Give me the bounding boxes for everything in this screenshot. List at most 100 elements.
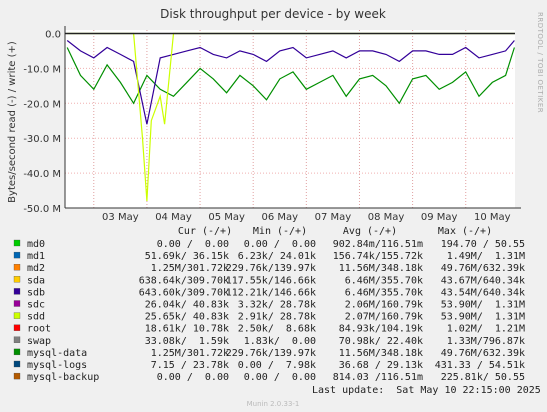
legend-name: root [27,324,51,335]
legend-value: 431.33 / 54.51k [435,360,525,371]
legend-name: md0 [27,239,45,250]
legend-value: 7.15 / 23.78k [151,360,229,371]
legend-value: 1.02M/ 1.21M [447,324,525,335]
y-tick-label: -20.0 M [23,99,61,110]
legend-value: 2.91k/ 28.78k [238,312,316,323]
legend-name: sda [27,275,45,286]
legend-value: 229.76k/139.97k [226,263,316,274]
legend-swatch [13,348,21,356]
legend-value: 902.84m/116.51m [333,239,423,250]
legend-swatch [13,372,21,380]
legend-value: 1.25M/301.72k [151,263,229,274]
legend-value: 36.68 / 29.13k [339,360,423,371]
x-tick-label: 04 May [155,212,192,223]
legend-value: 51.69k/ 36.15k [145,251,229,262]
x-tick-label: 10 May [474,212,511,223]
legend-value: 1.83k/ 0.00 [244,336,316,347]
legend-name: sdd [27,312,45,323]
legend-value: 49.76M/632.39k [441,348,525,359]
legend-value: 0.00 / 0.00 [244,372,316,383]
legend-swatch [13,264,21,271]
legend-value: 6.23k/ 24.01k [238,251,316,262]
legend-value: 49.76M/632.39k [441,263,525,274]
x-tick-label: 07 May [315,212,352,223]
legend-value: 2.07M/160.79k [345,312,423,323]
legend-header: Max (-/+) [438,226,492,237]
legend-value: 229.76k/139.97k [226,348,316,359]
y-tick-label: 0.0 [45,29,61,40]
x-tick-label: 08 May [368,212,405,223]
legend-swatch [13,288,21,295]
legend-value: 26.04k/ 40.83k [145,300,229,311]
y-tick-label: -30.0 M [23,134,61,145]
last-update: Last update: Sat May 10 22:15:00 2025 [312,385,541,396]
side-label: RRDTOOL / TOBI OETIKER [536,12,544,113]
x-tick-label: 09 May [421,212,458,223]
legend-value: 117.55k/146.66k [226,275,316,286]
y-axis-label: Bytes/second read (-) / write (+) [7,41,18,203]
legend-value: 18.61k/ 10.78k [145,324,229,335]
legend-value: 70.98k/ 22.40k [339,336,423,347]
legend-swatch [13,239,21,247]
legend-name: md2 [27,263,45,274]
legend-value: 11.56M/348.18k [339,263,423,274]
x-tick-label: 05 May [208,212,245,223]
legend-value: 53.90M/ 1.31M [441,300,525,311]
legend-swatch [13,312,21,319]
plot-background [65,30,515,208]
legend-value: 33.08k/ 1.59k [145,336,229,347]
legend-value: 638.64k/309.70k [139,275,229,286]
legend-value: 2.06M/160.79k [345,300,423,311]
axes: 0.0 -10.0 M -20.0 M -30.0 M -40.0 M -50.0 M 03… [23,26,521,223]
series-line-mysql-data [66,47,515,105]
legend-swatch [13,276,21,283]
y-tick-label: -40.0 M [23,169,61,180]
y-tick-label: -50.0 M [23,204,61,215]
legend-name: mysql-data [27,348,87,359]
x-tick-label: 03 May [102,212,139,223]
legend-swatch [13,360,21,368]
legend-value: 43.54M/640.34k [441,287,525,298]
legend-value: 43.67M/640.34k [441,275,525,286]
legend-value: 1.25M/301.72k [151,348,229,359]
legend-value: 6.46M/355.70k [345,275,423,286]
legend-value: 1.49M/ 1.31M [447,251,525,262]
legend-header: Cur (-/+) [178,226,232,237]
legend-value: 1.33M/796.87k [447,336,525,347]
legend-swatch [13,336,21,343]
legend-value: 643.60k/309.70k [139,287,229,298]
legend-value: 84.93k/104.19k [339,324,423,335]
legend-header: Avg (-/+) [343,226,397,237]
legend-name: mysql-logs [27,360,87,371]
legend-value: 0.00 / 7.98k [238,360,316,371]
x-tick-label: 06 May [261,212,298,223]
legend-swatch [13,251,21,259]
legend-value: 0.00 / 0.00 [244,239,316,250]
legend-name: sdb [27,287,45,298]
legend-value: 0.00 / 0.00 [157,239,229,250]
legend-swatch [13,300,21,307]
legend-value: 6.46M/355.70k [345,287,423,298]
y-tick-label: -10.0 M [23,64,61,75]
legend-value: 11.56M/348.18k [339,348,423,359]
legend-header: Min (-/+) [253,226,307,237]
legend-name: swap [27,336,51,347]
series-line-sdb [66,40,515,125]
footer: Munin 2.0.33-1 [247,400,300,408]
legend-value: 2.50k/ 8.68k [238,324,316,335]
legend-value: 0.00 / 0.00 [157,372,229,383]
legend-value: 194.70 / 50.55 [441,239,525,250]
legend-name: mysql-backup [27,372,99,383]
legend-value: 814.03 /116.51m [333,372,423,383]
legend-value: 225.81k/ 50.55 [441,372,525,383]
chart-title: Disk throughput per device - by week [160,7,386,21]
legend-value: 156.74k/155.72k [333,251,423,262]
legend: Cur (-/+) Min (-/+) Avg (-/+) Max (-/+) md0 0… [13,226,525,383]
legend-name: md1 [27,251,45,262]
legend-name: sdc [27,300,45,311]
legend-value: 25.65k/ 40.83k [145,312,229,323]
legend-value: 53.90M/ 1.31M [441,312,525,323]
legend-value: 112.21k/146.66k [226,287,316,298]
legend-swatch [13,324,21,331]
